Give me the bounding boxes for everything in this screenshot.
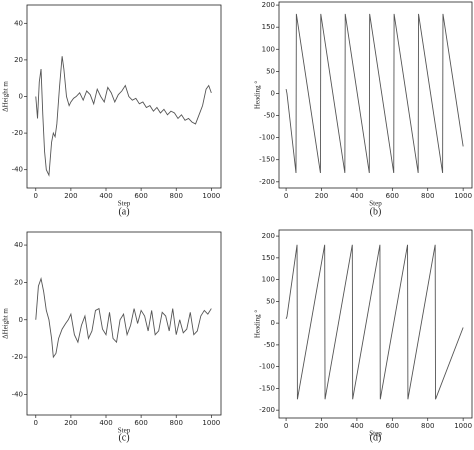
- plot-frame: [26, 231, 222, 416]
- x-tick-label: 800: [421, 422, 434, 430]
- data-line: [285, 244, 464, 400]
- y-tick-label: -50: [264, 112, 275, 120]
- x-tick-label: 1000: [454, 422, 472, 430]
- y-axis-label: Heading °: [254, 81, 262, 109]
- x-tick-label: 200: [315, 422, 328, 430]
- y-tick-label: -200: [259, 406, 275, 414]
- y-tick-label: 200: [262, 1, 275, 9]
- x-tick-label: 1000: [202, 419, 220, 427]
- x-tick-label: 0: [284, 192, 288, 200]
- y-tick-label: -100: [259, 363, 275, 371]
- plot-frame: [26, 4, 222, 189]
- y-tick-label: 0: [19, 93, 23, 101]
- y-tick-label: 40: [14, 241, 23, 249]
- y-tick-label: 50: [266, 67, 275, 75]
- y-tick-label: -20: [12, 353, 23, 361]
- y-axis-label: ΔHeight m: [2, 308, 10, 339]
- data-line: [285, 13, 464, 174]
- data-line: [35, 56, 212, 177]
- y-tick-label: 200: [262, 232, 275, 240]
- y-tick-label: -20: [12, 129, 23, 137]
- y-tick-label: 0: [271, 319, 275, 327]
- caption: (a): [118, 206, 129, 217]
- y-tick-label: -200: [259, 178, 275, 186]
- x-tick-label: 600: [134, 192, 147, 200]
- y-tick-label: 20: [14, 278, 23, 286]
- x-axis-label: Step: [118, 200, 131, 208]
- y-tick-label: 20: [14, 56, 23, 64]
- x-tick-label: 400: [350, 192, 363, 200]
- data-line: [35, 276, 212, 359]
- x-tick-label: 800: [170, 419, 183, 427]
- y-tick-label: 150: [262, 23, 275, 31]
- y-axis-label: Heading °: [254, 310, 262, 338]
- x-tick-label: 400: [99, 192, 112, 200]
- y-tick-label: -150: [259, 156, 275, 164]
- x-tick-label: 1000: [202, 192, 220, 200]
- y-tick-label: 150: [262, 254, 275, 262]
- y-axis-label: ΔHeight m: [2, 81, 10, 112]
- y-tick-label: -40: [12, 166, 23, 174]
- y-tick-label: -100: [259, 134, 275, 142]
- y-tick-label: -40: [12, 390, 23, 398]
- x-axis-label: Step: [369, 200, 382, 208]
- y-tick-label: 100: [262, 276, 275, 284]
- plot-frame: [278, 229, 473, 419]
- x-tick-label: 1000: [454, 192, 472, 200]
- y-tick-label: 40: [14, 19, 23, 27]
- x-tick-label: 400: [99, 419, 112, 427]
- x-tick-label: 600: [386, 192, 399, 200]
- x-tick-label: 200: [315, 192, 328, 200]
- x-tick-label: 600: [386, 422, 399, 430]
- x-tick-label: 0: [284, 422, 288, 430]
- caption: (d): [370, 432, 382, 443]
- x-axis-label: Step: [369, 430, 382, 438]
- y-tick-label: -150: [259, 384, 275, 392]
- x-tick-label: 200: [64, 192, 77, 200]
- x-tick-label: 0: [34, 419, 38, 427]
- y-tick-label: 0: [19, 316, 23, 324]
- x-tick-label: 800: [170, 192, 183, 200]
- caption: (b): [370, 206, 382, 217]
- y-tick-label: 50: [266, 297, 275, 305]
- x-tick-label: 400: [350, 422, 363, 430]
- caption: (c): [118, 432, 129, 443]
- x-tick-label: 600: [134, 419, 147, 427]
- x-tick-label: 200: [64, 419, 77, 427]
- x-axis-label: Step: [118, 427, 131, 435]
- y-tick-label: 0: [271, 89, 275, 97]
- x-tick-label: 800: [421, 192, 434, 200]
- y-tick-label: 100: [262, 45, 275, 53]
- x-tick-label: 0: [34, 192, 38, 200]
- plot-frame: [278, 1, 473, 189]
- y-tick-label: -50: [264, 341, 275, 349]
